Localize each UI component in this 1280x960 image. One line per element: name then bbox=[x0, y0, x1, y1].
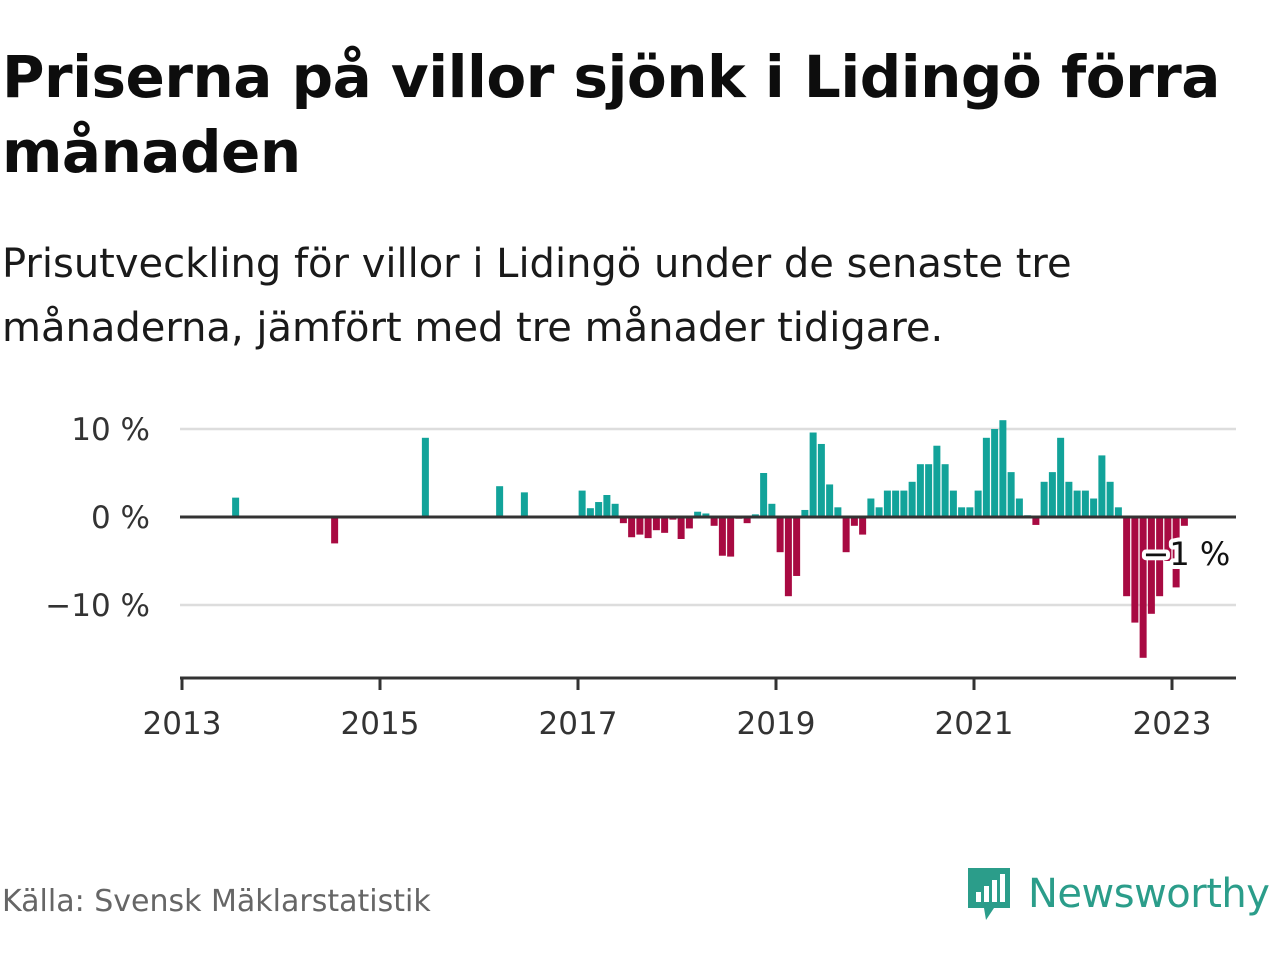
x-tick-label: 2015 bbox=[341, 706, 420, 742]
bar bbox=[743, 517, 751, 524]
bar bbox=[760, 473, 768, 517]
bar bbox=[1106, 481, 1114, 517]
bar bbox=[331, 517, 339, 544]
y-tick-label: 10 % bbox=[71, 412, 150, 448]
bar bbox=[1114, 507, 1122, 517]
grid-lines bbox=[180, 427, 1236, 607]
bar bbox=[578, 490, 586, 517]
bar bbox=[1073, 490, 1081, 517]
bar bbox=[958, 507, 966, 517]
bar bbox=[1139, 517, 1147, 658]
bar bbox=[685, 517, 693, 529]
bar bbox=[974, 490, 982, 517]
bar bbox=[850, 517, 858, 526]
bar bbox=[999, 420, 1007, 517]
bar bbox=[867, 498, 875, 517]
bar bbox=[520, 492, 528, 517]
bar bbox=[801, 509, 809, 517]
bar bbox=[982, 437, 990, 517]
bar bbox=[496, 486, 504, 517]
axes bbox=[180, 515, 1236, 690]
source-note: Källa: Svensk Mäklarstatistik bbox=[2, 884, 431, 919]
bar bbox=[1156, 517, 1164, 597]
bar bbox=[1147, 517, 1155, 614]
bar bbox=[652, 517, 660, 531]
bar bbox=[900, 490, 908, 517]
bars bbox=[232, 420, 1188, 658]
bar-chart: 10 % 0 % −10 % 2013 2015 2017 2019 2021 2023 −1… bbox=[45, 412, 1236, 742]
bar bbox=[875, 507, 883, 517]
bar bbox=[661, 517, 669, 533]
bar bbox=[1172, 517, 1180, 588]
bar bbox=[619, 517, 627, 524]
bar bbox=[232, 497, 240, 517]
bar bbox=[809, 432, 817, 517]
bar bbox=[1065, 481, 1073, 517]
bar bbox=[883, 490, 891, 517]
bar bbox=[793, 517, 801, 576]
y-axis-tick-labels: 10 % 0 % −10 % bbox=[45, 412, 150, 624]
bar bbox=[826, 484, 834, 517]
bar bbox=[916, 464, 924, 517]
bar bbox=[710, 517, 718, 526]
bar bbox=[784, 517, 792, 597]
bar bbox=[628, 517, 636, 538]
bar bbox=[834, 507, 842, 517]
bar bbox=[694, 511, 702, 517]
bar bbox=[1048, 472, 1056, 517]
bar bbox=[1090, 498, 1098, 517]
bar bbox=[586, 508, 594, 517]
bar bbox=[991, 429, 999, 517]
bar bbox=[677, 517, 685, 539]
bar bbox=[1180, 517, 1188, 526]
bar bbox=[636, 517, 644, 535]
brand-name: Newsworthy bbox=[1028, 871, 1270, 917]
bar bbox=[933, 445, 941, 517]
bar bbox=[702, 513, 710, 517]
chart-title: Priserna på villor sjönk i Lidingö förra… bbox=[2, 43, 1220, 186]
bar bbox=[1040, 481, 1048, 517]
bar bbox=[1015, 498, 1023, 517]
newsworthy-logo-icon bbox=[968, 868, 1010, 920]
bar bbox=[949, 490, 957, 517]
bar bbox=[966, 507, 974, 517]
bar bbox=[1057, 437, 1065, 517]
chart-subtitle: Prisutveckling för villor i Lidingö unde… bbox=[2, 241, 1072, 351]
bar bbox=[768, 503, 776, 517]
bar bbox=[1098, 455, 1106, 517]
bar bbox=[1032, 517, 1040, 525]
bar bbox=[892, 490, 900, 517]
bar bbox=[727, 517, 735, 557]
bar bbox=[1081, 490, 1089, 517]
bar bbox=[908, 481, 916, 517]
x-tick-label: 2017 bbox=[539, 706, 618, 742]
bar bbox=[644, 517, 652, 539]
last-value-label: −1 % bbox=[1143, 535, 1231, 573]
bar bbox=[859, 517, 867, 535]
bar bbox=[421, 437, 429, 517]
bar bbox=[1123, 517, 1131, 597]
bar bbox=[776, 517, 784, 553]
annotations: −1 % bbox=[1139, 531, 1235, 577]
x-axis-tick-labels: 2013 2015 2017 2019 2021 2023 bbox=[143, 706, 1212, 742]
y-tick-label: 0 % bbox=[91, 500, 150, 536]
x-tick-label: 2021 bbox=[935, 706, 1014, 742]
x-tick-label: 2013 bbox=[143, 706, 222, 742]
bar bbox=[1131, 517, 1139, 623]
bar bbox=[603, 495, 611, 517]
brand-logo: Newsworthy bbox=[964, 862, 1270, 926]
y-tick-label: −10 % bbox=[45, 588, 150, 624]
bar bbox=[718, 517, 726, 556]
bar bbox=[842, 517, 850, 553]
bar bbox=[941, 464, 949, 517]
bar bbox=[611, 503, 619, 517]
x-tick-label: 2019 bbox=[737, 706, 816, 742]
bar bbox=[817, 443, 825, 517]
bar bbox=[1164, 517, 1172, 561]
x-tick-label: 2023 bbox=[1133, 706, 1212, 742]
bar bbox=[1007, 472, 1015, 517]
bar bbox=[595, 502, 603, 517]
bar bbox=[925, 464, 933, 517]
